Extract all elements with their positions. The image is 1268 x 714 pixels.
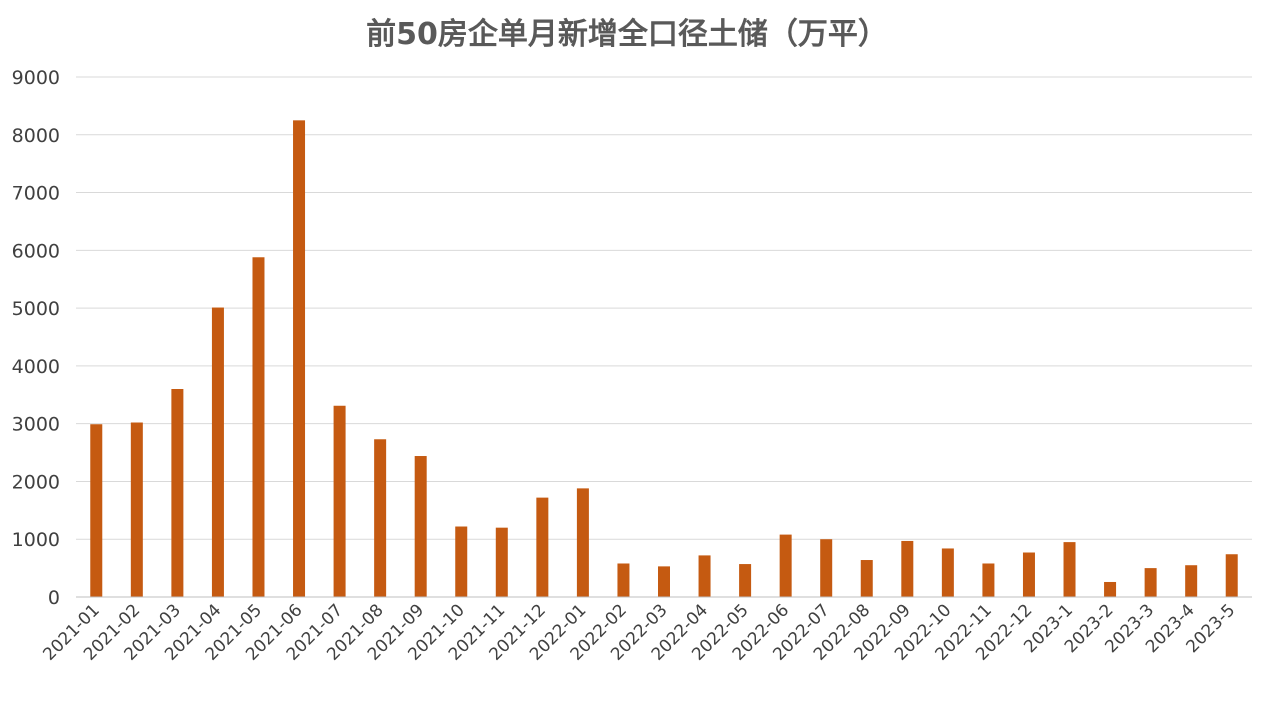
y-tick-label: 5000 — [12, 298, 60, 320]
bar-2022-09 — [901, 540, 914, 597]
bar-2021-08 — [374, 439, 387, 597]
bar-2022-06 — [779, 534, 792, 597]
bar-2022-08 — [860, 560, 873, 597]
bar-2021-09 — [414, 456, 427, 597]
bar-2023-2 — [1104, 581, 1117, 597]
bar-2021-07 — [333, 405, 346, 597]
bar-2021-02 — [130, 422, 143, 597]
y-tick-label: 8000 — [12, 125, 60, 147]
bar-2021-06 — [293, 120, 306, 597]
chart-title: 前50房企单月新增全口径土储（万平） — [366, 17, 888, 52]
gridlines — [76, 76, 1252, 540]
bar-2023-4 — [1185, 565, 1198, 597]
bar-2021-01 — [90, 424, 103, 597]
y-tick-label: 9000 — [12, 67, 60, 89]
x-axis-ticks: 2021-012021-022021-032021-042021-052021-… — [39, 600, 1239, 664]
y-tick-label: 4000 — [12, 356, 60, 378]
y-tick-label: 0 — [48, 587, 60, 609]
y-tick-label: 3000 — [12, 414, 60, 436]
bar-2021-11 — [495, 527, 508, 597]
bar-2022-11 — [982, 563, 995, 597]
bar-2021-12 — [536, 497, 549, 597]
y-tick-label: 1000 — [12, 529, 60, 551]
bar-2022-01 — [576, 488, 589, 597]
bar-2023-3 — [1144, 568, 1157, 597]
bar-2022-05 — [739, 564, 752, 597]
bar-2022-04 — [698, 555, 711, 597]
bar-2021-05 — [252, 257, 265, 597]
y-tick-label: 6000 — [12, 240, 60, 262]
bar-2022-03 — [658, 566, 670, 597]
bar-2022-07 — [820, 539, 833, 597]
bar-2023-5 — [1225, 554, 1238, 597]
bar-2021-03 — [171, 389, 184, 597]
bar-2022-12 — [1022, 552, 1035, 597]
y-tick-label: 7000 — [12, 183, 60, 205]
bar-2023-1 — [1063, 542, 1076, 597]
bar-2021-04 — [211, 307, 224, 597]
bar-2021-10 — [455, 526, 468, 597]
bar-2022-10 — [941, 548, 954, 597]
y-tick-label: 2000 — [12, 471, 60, 493]
y-axis-ticks: 0 1000 2000 3000 4000 5000 6000 7000 8000 9000 — [12, 67, 60, 609]
bar-2022-02 — [617, 563, 630, 597]
bars — [90, 120, 1238, 597]
